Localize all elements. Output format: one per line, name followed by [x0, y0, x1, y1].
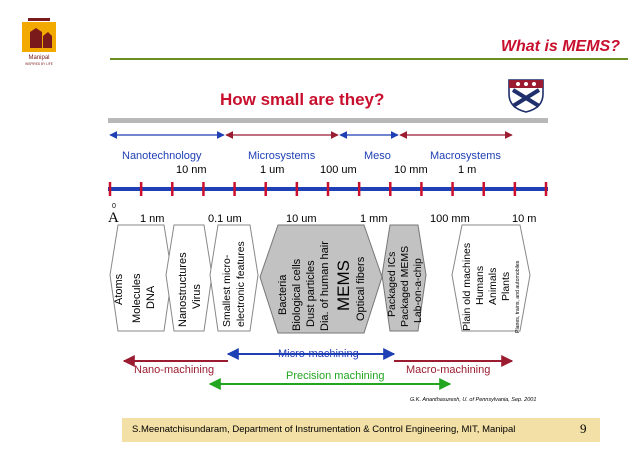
page-number: 9	[580, 421, 587, 436]
figure-heading: How small are they?	[220, 90, 384, 109]
item-electronic-features: electronic features	[235, 241, 247, 327]
item-plain-old-machines: Plain old machines	[461, 243, 473, 331]
domain-nanotechnology: Nanotechnology	[122, 150, 202, 162]
macro-machining-label: Macro-machining	[406, 364, 490, 376]
group-microelectronic: Smallest micro- electronic features	[209, 224, 259, 332]
group-mems: Bacteria Biological cells Dust particles…	[259, 224, 383, 334]
footer-bar	[122, 418, 600, 442]
scale-100um: 100 um	[320, 164, 357, 176]
domain-macrosystems: Macrosystems	[430, 150, 501, 162]
group-macro: Plain old machines Humans Animals Plants…	[451, 224, 531, 333]
penn-crest	[508, 79, 544, 113]
micro-machining-label: Micro-machining	[278, 348, 359, 360]
item-molecules: Molecules	[131, 273, 143, 323]
hex-atoms-molecules	[109, 224, 173, 332]
nano-machining-label: Nano-machining	[134, 364, 214, 376]
scale-1um: 1 um	[260, 164, 284, 176]
item-bacteria: Bacteria	[277, 274, 289, 315]
item-dna: DNA	[145, 285, 157, 309]
logo-tagline: INSPIRED BY LIFE	[25, 62, 53, 66]
scale-figure: How small are they? Nanotechnology Micro…	[108, 90, 548, 403]
footer-text: S.Meenatchisundaram, Department of Instr…	[132, 424, 516, 435]
item-humans: Humans	[474, 266, 486, 305]
axis-tick-1mm: 1 mm	[360, 213, 388, 225]
item-optical-fibers: Optical fibers	[355, 256, 367, 321]
group-nano: Atoms Molecules DNA Nanostructures Virus	[109, 224, 213, 332]
heading-bar	[108, 118, 548, 123]
item-animals: Animals	[487, 268, 499, 305]
item-lab-on-a-chip: Lab-on-a-chip	[412, 258, 424, 323]
item-mems: MEMS	[334, 260, 353, 311]
item-plants: Plants	[500, 272, 512, 301]
axis-zero: 0	[112, 203, 116, 210]
axis-tick-0-1um: 0.1 um	[208, 213, 242, 225]
axis-ticks	[108, 182, 548, 196]
precision-machining-label: Precision machining	[286, 370, 384, 382]
item-atoms: Atoms	[113, 273, 125, 305]
hex-packaged	[381, 224, 427, 332]
figure-citation: G.K. Ananthasuresh, U. of Pennsylvania, …	[410, 397, 536, 403]
group-packaged: Packaged ICs Packaged MEMS Lab-on-a-chip	[381, 224, 427, 332]
axis-tick-10m: 10 m	[512, 213, 536, 225]
item-biological-cells: Biological cells	[291, 258, 303, 331]
item-dust-particles: Dust particles	[305, 260, 317, 327]
item-nanostructures: Nanostructures	[177, 252, 189, 327]
item-virus: Virus	[191, 284, 203, 309]
hex-macro	[451, 224, 531, 332]
hex-microelectronic	[209, 224, 259, 332]
item-smallest-micro: Smallest micro-	[221, 254, 233, 327]
hex-mems	[259, 224, 383, 334]
item-packaged-mems: Packaged MEMS	[399, 246, 411, 327]
logo-caption: Manipal	[28, 55, 49, 61]
scale-10mm: 10 mm	[394, 164, 428, 176]
hex-nanostructures	[165, 224, 213, 332]
title-divider	[110, 58, 628, 60]
axis-angstrom: A	[108, 210, 119, 226]
axis-tick-100mm: 100 mm	[430, 213, 470, 225]
domain-meso: Meso	[364, 150, 391, 162]
axis-tick-1nm: 1 nm	[140, 213, 164, 225]
item-human-hair: Dia. of human hair	[319, 241, 331, 331]
axis-tick-10um: 10 um	[286, 213, 317, 225]
manipal-logo: Manipal INSPIRED BY LIFE	[16, 14, 62, 66]
domain-microsystems: Microsystems	[248, 150, 316, 162]
slide-title: What is MEMS?	[500, 38, 620, 55]
item-planes-trains: Planes, trains, and automobiles	[515, 260, 521, 333]
scale-10nm: 10 nm	[176, 164, 207, 176]
scale-1m: 1 m	[458, 164, 476, 176]
item-packaged-ics: Packaged ICs	[386, 252, 398, 317]
